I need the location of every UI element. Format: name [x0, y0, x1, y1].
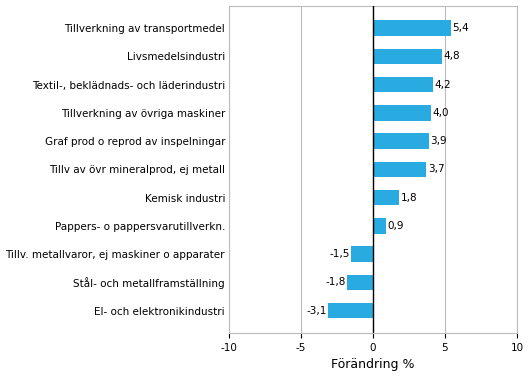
Text: -1,5: -1,5: [330, 249, 350, 259]
Bar: [347, 274, 373, 290]
Bar: [373, 77, 433, 92]
Text: -3,1: -3,1: [307, 305, 327, 316]
Bar: [373, 190, 399, 205]
Text: 4,8: 4,8: [443, 51, 460, 61]
Text: 4,0: 4,0: [432, 108, 449, 118]
Text: -1,8: -1,8: [325, 277, 346, 287]
Bar: [373, 162, 426, 177]
Text: 0,9: 0,9: [387, 221, 404, 231]
Text: 3,7: 3,7: [428, 164, 444, 174]
Text: 1,8: 1,8: [400, 193, 417, 202]
Bar: [329, 303, 373, 318]
Bar: [373, 133, 429, 149]
Text: 5,4: 5,4: [452, 23, 469, 33]
Bar: [373, 20, 451, 36]
X-axis label: Förändring %: Förändring %: [331, 359, 415, 371]
Bar: [373, 49, 442, 64]
Bar: [373, 218, 386, 234]
Text: 4,2: 4,2: [435, 80, 452, 90]
Bar: [373, 105, 431, 121]
Text: 3,9: 3,9: [431, 136, 447, 146]
Bar: [351, 246, 373, 262]
